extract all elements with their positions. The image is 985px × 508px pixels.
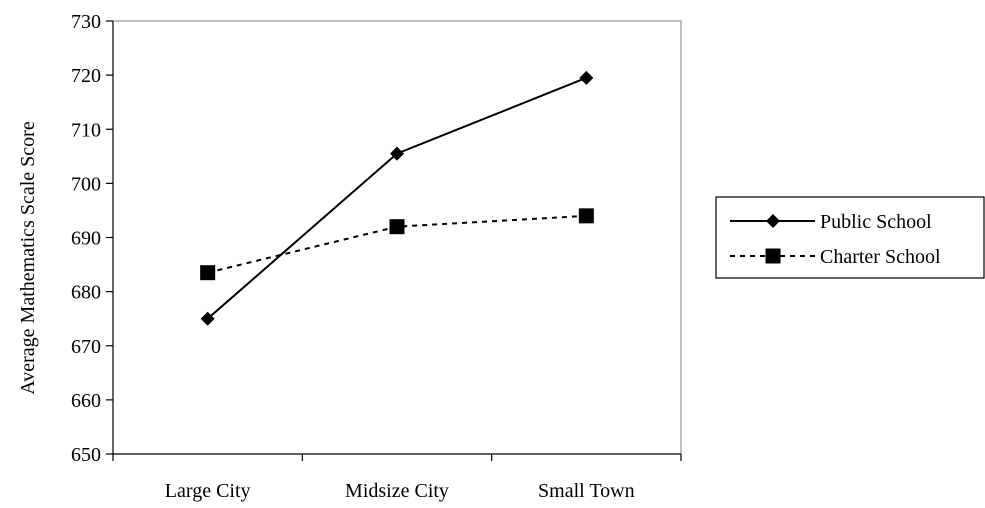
y-axis-title: Average Mathematics Scale Score <box>17 121 39 395</box>
public-school-series <box>200 70 594 326</box>
y-tick-label: 650 <box>71 444 101 466</box>
x-tick-label: Midsize City <box>345 480 449 502</box>
charter-school-series <box>200 208 594 281</box>
y-tick-label: 730 <box>71 11 101 33</box>
legend-label-charter-school: Charter School <box>820 246 941 268</box>
y-tick-label: 700 <box>71 173 101 195</box>
legend-box <box>715 196 985 279</box>
public-school-point <box>200 311 215 326</box>
x-tick-label: Small Town <box>538 480 635 502</box>
legend-item-charter-school: Charter School <box>730 246 941 268</box>
x-tick-label: Large City <box>165 480 251 502</box>
y-tick-label: 670 <box>71 336 101 358</box>
series-layer <box>200 70 594 326</box>
legend-marker-public-school <box>766 214 780 228</box>
y-tick-label: 680 <box>71 282 101 304</box>
x-axis: Large City Midsize City Small Town <box>112 454 682 502</box>
legend-label-public-school: Public School <box>820 211 932 233</box>
public-school-point <box>579 70 594 85</box>
y-tick-label: 720 <box>71 65 101 87</box>
plot-area <box>112 20 682 455</box>
charter-school-point <box>389 219 405 235</box>
plot-border <box>112 20 682 455</box>
charter-school-point <box>200 265 216 281</box>
public-school-point <box>390 146 404 161</box>
legend-marker-charter-school <box>765 248 781 264</box>
y-tick-label: 690 <box>71 228 101 250</box>
y-axis: 650 660 670 680 690 700 710 720 730 <box>71 11 113 466</box>
legend-item-public-school: Public School <box>730 211 932 233</box>
y-tick-label: 660 <box>71 390 101 412</box>
y-tick-label: 710 <box>71 119 101 141</box>
charter-school-point <box>578 208 594 224</box>
legend: Public School Charter School <box>715 196 985 279</box>
